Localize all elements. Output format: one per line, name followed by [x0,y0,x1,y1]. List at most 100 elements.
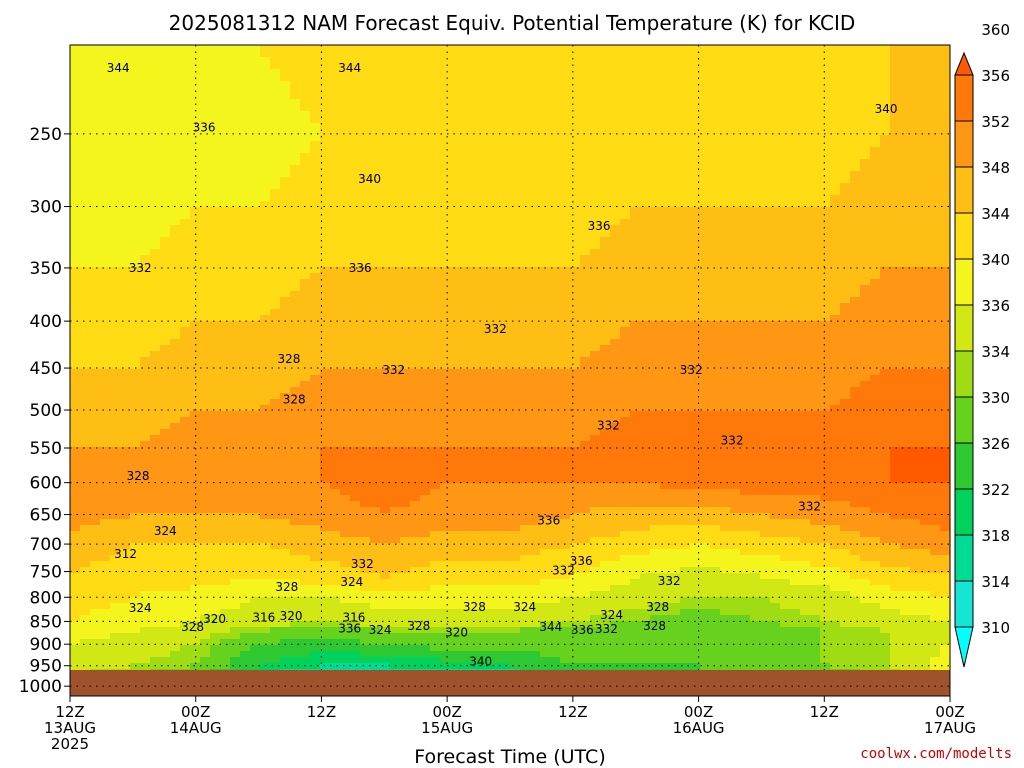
field-cell [810,231,821,238]
field-cell [490,141,501,148]
field-cell [910,237,921,244]
field-cell [380,315,391,322]
field-cell [350,87,361,94]
field-cell [940,267,950,274]
field-cell [480,135,491,142]
field-cell [470,111,481,118]
field-cell [350,75,361,82]
field-cell [510,213,521,220]
field-cell [110,261,121,268]
field-cell [570,165,581,172]
field-cell [290,321,301,328]
field-cell [850,117,861,124]
field-cell [550,81,561,88]
field-cell [590,147,601,154]
field-cell [710,225,721,232]
field-cell [140,255,151,262]
field-cell [230,237,241,244]
field-cell [830,231,841,238]
field-cell [790,375,801,382]
field-cell [100,93,111,100]
field-cell [550,183,561,190]
field-cell [90,225,101,232]
field-cell [350,243,361,250]
field-cell [340,267,351,274]
field-cell [920,219,931,226]
field-cell [660,207,671,214]
field-cell [240,381,251,388]
field-cell [450,291,461,298]
field-cell [710,45,721,52]
field-cell [540,219,551,226]
field-cell [600,183,611,190]
field-cell [380,93,391,100]
field-cell [330,75,341,82]
field-cell [270,243,281,250]
field-cell [770,213,781,220]
field-cell [740,237,751,244]
field-cell [440,345,451,352]
field-cell [130,75,141,82]
field-cell [870,75,881,82]
field-cell [510,183,521,190]
field-cell [200,123,211,130]
field-cell [790,81,801,88]
field-cell [420,279,431,286]
field-cell [390,243,401,250]
field-cell [560,99,571,106]
field-cell [650,381,661,388]
field-cell [400,363,411,370]
field-cell [140,225,151,232]
field-cell [590,105,601,112]
field-cell [790,285,801,292]
field-cell [490,171,501,178]
field-cell [740,159,751,166]
field-cell [290,255,301,262]
field-cell [80,321,91,328]
field-cell [360,81,371,88]
field-cell [480,75,491,82]
field-cell [370,237,381,244]
field-cell [820,75,831,82]
field-cell [690,93,701,100]
field-cell [180,369,191,376]
field-cell [780,159,791,166]
field-cell [140,195,151,202]
field-cell [570,273,581,280]
field-cell [370,345,381,352]
field-cell [230,279,241,286]
field-cell [600,159,611,166]
field-cell [480,363,491,370]
field-cell [890,315,901,322]
field-cell [170,339,181,346]
field-cell [880,45,891,52]
field-cell [840,171,851,178]
field-cell [660,327,671,334]
field-cell [540,345,551,352]
field-cell [900,231,911,238]
field-cell [580,51,591,58]
field-cell [710,363,721,370]
field-cell [340,357,351,364]
field-cell [290,327,301,334]
field-cell [220,171,231,178]
field-cell [860,297,871,304]
field-cell [110,357,121,364]
field-cell [230,207,241,214]
field-cell [80,225,91,232]
field-cell [280,201,291,208]
field-cell [590,171,601,178]
field-cell [280,105,291,112]
field-cell [840,111,851,118]
field-cell [600,93,611,100]
field-cell [420,123,431,130]
field-cell [750,291,761,298]
field-cell [170,279,181,286]
field-cell [720,351,731,358]
field-cell [590,237,601,244]
field-cell [560,165,571,172]
field-cell [670,159,681,166]
field-cell [640,123,651,130]
field-cell [230,195,241,202]
field-cell [670,147,681,154]
